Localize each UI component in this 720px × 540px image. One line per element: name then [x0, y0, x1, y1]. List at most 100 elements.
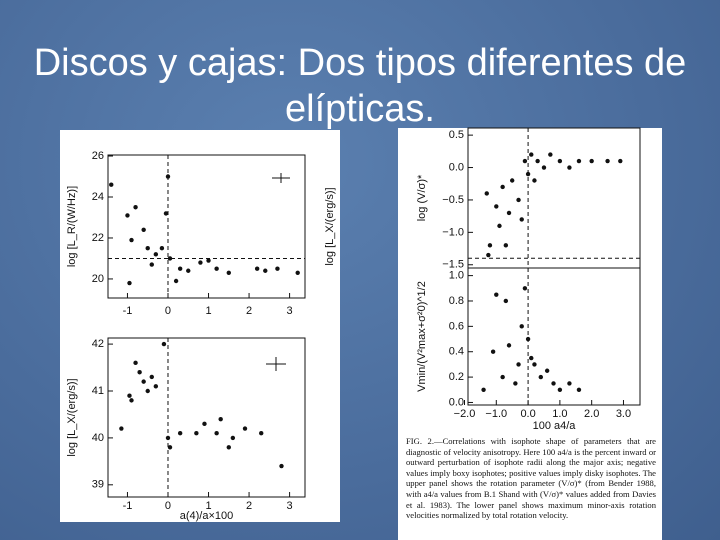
y-tick-label: 0.6: [449, 320, 464, 332]
y-axis-label: log [L_X/(erg/s)]: [66, 378, 78, 456]
y-axis-label: log [L_R/(W/Hz)]: [66, 186, 78, 267]
point: [202, 421, 207, 427]
point: [129, 398, 134, 403]
point: [129, 237, 134, 243]
x-tick-label: 2: [246, 500, 252, 512]
point: [259, 431, 264, 436]
point: [214, 266, 219, 271]
point: [519, 324, 524, 329]
point: [145, 388, 150, 394]
point: [125, 213, 130, 218]
point: [497, 223, 502, 229]
point: [509, 178, 515, 183]
point: [218, 416, 223, 422]
y-tick-label: 0.2: [449, 371, 464, 383]
point: [532, 362, 537, 367]
point: [490, 349, 496, 354]
y-tick-label: 0.8: [449, 295, 464, 307]
y-tick-label: 24: [92, 191, 104, 203]
point: [159, 246, 165, 251]
point: [486, 252, 491, 258]
point: [141, 379, 146, 384]
point: [618, 158, 623, 164]
point: [214, 431, 219, 436]
figure-caption: FIG. 2.—Correlations with isophote shape…: [406, 436, 656, 521]
point: [254, 266, 260, 271]
point: [177, 431, 183, 436]
point: [576, 158, 582, 164]
point: [516, 362, 521, 367]
point: [548, 152, 553, 157]
x-tick-label: −1.0: [485, 408, 507, 420]
point: [551, 381, 556, 386]
point: [226, 445, 231, 450]
point: [500, 184, 505, 190]
point: [263, 268, 268, 273]
y-tick-label: 0.0: [449, 396, 464, 408]
y-tick-label: 26: [92, 150, 104, 162]
y-tick-label: 1.0: [449, 270, 464, 282]
point: [141, 227, 146, 232]
point: [522, 286, 528, 291]
y-tick-label: 0.4: [449, 346, 464, 358]
x-tick-label: -1: [123, 500, 133, 512]
point: [242, 426, 248, 431]
point: [589, 158, 594, 164]
point: [230, 435, 236, 441]
point: [198, 260, 203, 265]
point: [484, 191, 489, 196]
figure-left: [60, 130, 340, 522]
point: [127, 280, 132, 286]
plot-frame: [467, 127, 641, 269]
x-tick-label: 2: [246, 305, 252, 317]
point: [149, 262, 154, 267]
point: [506, 343, 512, 348]
point: [516, 197, 521, 203]
point: [557, 158, 563, 164]
point: [163, 211, 169, 216]
point: [538, 374, 544, 380]
y-tick-label: 0.5: [449, 129, 464, 141]
point: [525, 171, 531, 177]
point: [226, 270, 231, 276]
point: [605, 158, 610, 164]
y-tick-label: 0.0: [449, 161, 464, 173]
point: [153, 384, 159, 389]
point: [529, 355, 534, 361]
point: [295, 270, 300, 276]
y-tick-label: 39: [92, 479, 104, 491]
point: [137, 370, 142, 375]
point: [500, 374, 505, 380]
point: [177, 266, 183, 271]
point: [481, 387, 486, 392]
plot-frame: [467, 267, 641, 406]
y-tick-label: 40: [92, 432, 104, 444]
point: [194, 431, 199, 436]
x-tick-label: 0: [165, 500, 171, 512]
point: [522, 158, 528, 164]
y-tick-label: −1.0: [442, 226, 464, 238]
point: [519, 217, 524, 222]
x-tick-label: 0.0: [520, 408, 535, 420]
point: [165, 174, 171, 179]
plot-frame: [107, 154, 306, 299]
x-tick-label: 1: [205, 305, 211, 317]
point: [567, 165, 572, 170]
point: [513, 381, 518, 386]
point: [532, 178, 537, 183]
point: [109, 182, 114, 187]
point: [119, 426, 124, 431]
x-tick-label: 3.0: [616, 408, 631, 420]
y-tick-label: −0.5: [442, 194, 464, 206]
x-tick-label: 3: [287, 305, 293, 317]
x-axis-label: a(4)/a×100: [180, 510, 234, 522]
point: [167, 256, 173, 261]
point: [153, 252, 159, 257]
figure-right: [398, 128, 662, 540]
x-tick-label: 1: [205, 500, 211, 512]
point: [494, 204, 499, 209]
point: [149, 374, 154, 380]
point: [535, 158, 540, 164]
y-tick-label: −1.5: [442, 259, 464, 271]
